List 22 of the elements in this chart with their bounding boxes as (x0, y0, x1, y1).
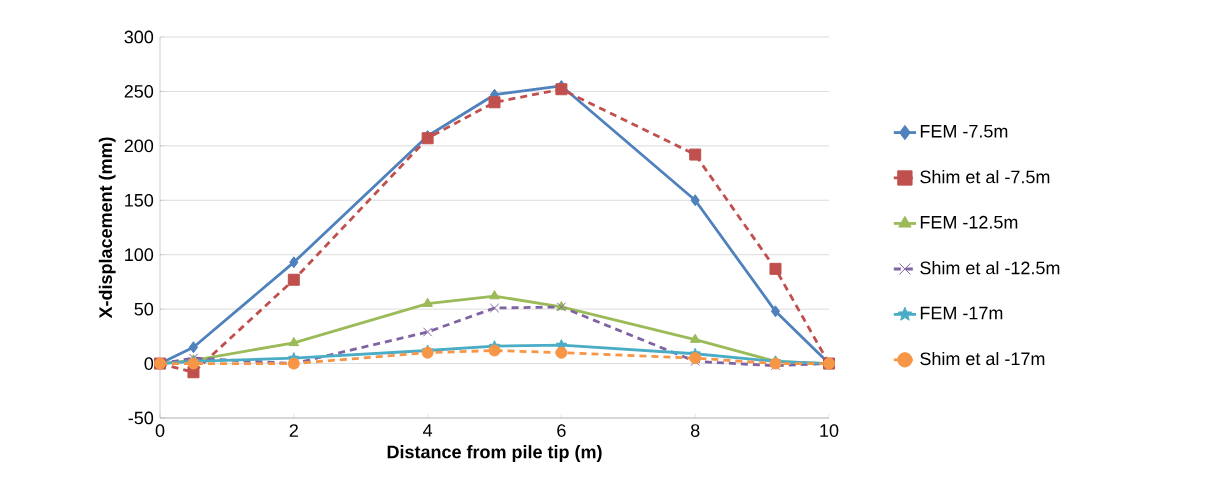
x-tick-label: 4 (423, 424, 433, 437)
x-tick-label: 0 (155, 424, 165, 437)
y-tick-label: 0 (144, 357, 154, 370)
y-tick-label: 50 (134, 302, 154, 316)
legend-label: Shim et al -7.5m (920, 170, 1050, 184)
x-tick-label: 10 (820, 424, 839, 437)
y-tick-label: 150 (125, 193, 154, 207)
x-axis-title: Distance from pile tip (m) (387, 445, 602, 462)
legend-label: Shim et al -17m (920, 351, 1045, 366)
legend-label: FEM -7.5m (920, 125, 1008, 138)
x-tick-label: 8 (690, 424, 700, 437)
legend-label: FEM -12.5m (920, 215, 1018, 229)
y-tick-label: 250 (124, 85, 154, 98)
x-tick-label: 6 (557, 424, 566, 437)
y-tick-label: 200 (124, 139, 154, 153)
legend-label: Shim et al -12.5m (920, 261, 1060, 275)
y-tick-label: -50 (128, 411, 154, 425)
legend-label: FEM -17m (920, 306, 1003, 320)
y-tick-label: 100 (125, 248, 154, 262)
x-tick-label: 2 (289, 424, 298, 437)
y-tick-label: 300 (124, 30, 154, 44)
y-axis-title: X-displacement (mm) (98, 137, 116, 319)
